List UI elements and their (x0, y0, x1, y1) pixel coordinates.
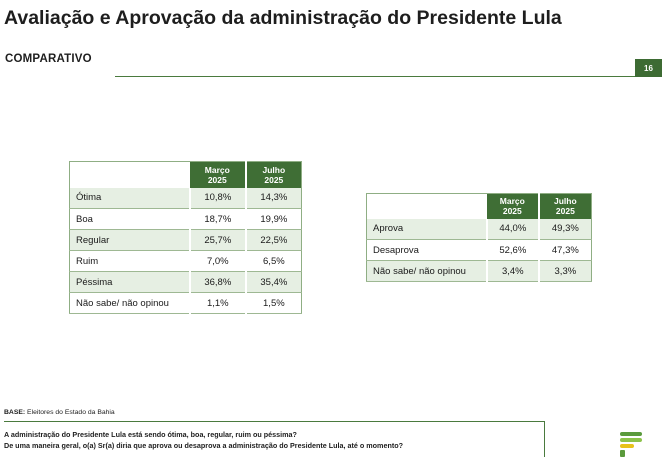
page-subtitle: COMPARATIVO (5, 53, 92, 65)
evaluation-table: Março 2025 Julho 2025 Ótima 10,8% 14,3% Bo… (69, 161, 302, 314)
row-label: Aprova (366, 218, 487, 240)
cell-july: 49,3% (537, 218, 592, 240)
table-row: Regular 25,7% 22,5% (69, 229, 302, 251)
table-row: Ótima 10,8% 14,3% (69, 187, 302, 209)
footer-divider (4, 421, 544, 422)
footer-divider-vertical (544, 421, 545, 457)
row-label: Péssima (69, 271, 190, 293)
column-header-july: Julho 2025 (245, 161, 302, 188)
table-row: Péssima 36,8% 35,4% (69, 271, 302, 293)
cell-july: 3,3% (537, 260, 592, 282)
cell-march: 25,7% (188, 229, 246, 251)
cell-march: 3,4% (485, 260, 539, 282)
question-2: De uma maneira geral, o(a) Sr(a) diria q… (4, 441, 404, 450)
row-label: Boa (69, 208, 190, 230)
page-number-badge: 16 (635, 59, 662, 77)
cell-july: 35,4% (244, 271, 302, 293)
row-label: Ótima (69, 187, 190, 209)
table-row: Aprova 44,0% 49,3% (366, 218, 592, 240)
row-label: Ruim (69, 250, 190, 272)
approval-table: Março 2025 Julho 2025 Aprova 44,0% 49,3% D… (366, 193, 592, 282)
table-row: Ruim 7,0% 6,5% (69, 250, 302, 272)
cell-july: 6,5% (244, 250, 302, 272)
cell-july: 14,3% (244, 187, 302, 209)
cell-march: 10,8% (188, 187, 246, 209)
row-label: Regular (69, 229, 190, 251)
base-label: BASE: (4, 409, 26, 416)
cell-july: 1,5% (244, 292, 302, 314)
cell-march: 44,0% (485, 218, 539, 240)
column-header-march: Março 2025 (189, 161, 247, 188)
row-label: Não sabe/ não opinou (69, 292, 190, 314)
page-title: Avaliação e Aprovação da administração d… (4, 7, 562, 29)
row-label: Não sabe/ não opinou (366, 260, 487, 282)
cell-july: 47,3% (537, 239, 592, 261)
header-divider (115, 76, 635, 77)
cell-july: 22,5% (244, 229, 302, 251)
row-label: Desaprova (366, 239, 487, 261)
cell-march: 18,7% (188, 208, 246, 230)
table-row: Boa 18,7% 19,9% (69, 208, 302, 230)
base-note: BASE: Eleitores do Estado da Bahia (4, 409, 115, 416)
cell-march: 7,0% (188, 250, 246, 272)
table-corner (69, 161, 190, 188)
base-text: Eleitores do Estado da Bahia (25, 409, 115, 416)
cell-march: 36,8% (188, 271, 246, 293)
question-1: A administração do Presidente Lula está … (4, 430, 297, 439)
cell-march: 52,6% (485, 239, 539, 261)
table-row: Não sabe/ não opinou 3,4% 3,3% (366, 260, 592, 282)
cell-march: 1,1% (188, 292, 246, 314)
pollster-logo-icon (620, 432, 642, 457)
cell-july: 19,9% (244, 208, 302, 230)
table-row: Não sabe/ não opinou 1,1% 1,5% (69, 292, 302, 314)
table-corner (366, 193, 487, 219)
column-header-march: Março 2025 (486, 193, 540, 219)
column-header-july: Julho 2025 (538, 193, 592, 219)
table-row: Desaprova 52,6% 47,3% (366, 239, 592, 261)
